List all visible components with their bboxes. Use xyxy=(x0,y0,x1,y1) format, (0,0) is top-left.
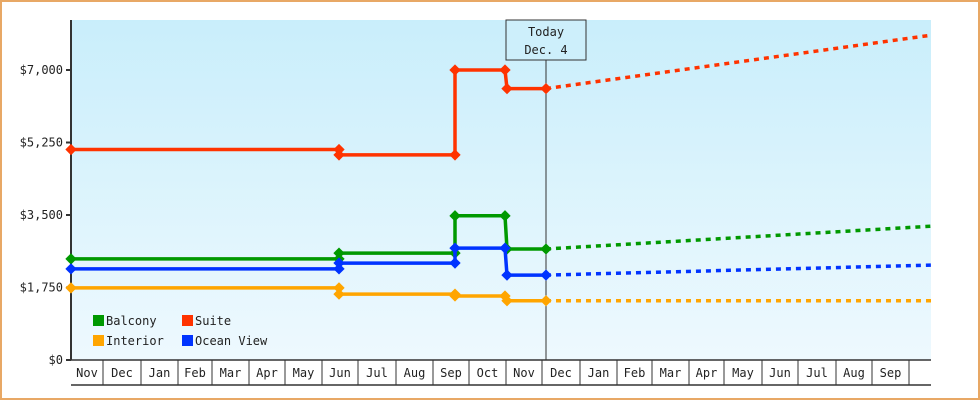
x-month-label: Jun xyxy=(329,366,351,380)
legend-item-ocean-view[interactable]: Ocean View xyxy=(182,334,268,348)
series-interior xyxy=(65,282,931,307)
x-month-label: Feb xyxy=(624,366,646,380)
legend: Balcony Suite Interior Ocean View xyxy=(93,314,268,348)
legend-swatch-icon xyxy=(182,335,193,346)
x-month-label: Mar xyxy=(220,366,242,380)
today-annotation: Today Dec. 4 xyxy=(505,19,587,360)
legend-item-suite[interactable]: Suite xyxy=(182,314,231,328)
series-suite xyxy=(65,33,932,161)
data-point-marker[interactable] xyxy=(449,257,461,269)
projection-line xyxy=(545,224,932,251)
x-month-label: Feb xyxy=(184,366,206,380)
today-date: Dec. 4 xyxy=(524,43,567,57)
x-axis: Nov Dec Jan Feb Mar Apr May Jun Jul Aug Sep Oct Nov D… xyxy=(71,359,931,386)
x-month-label: Dec xyxy=(111,366,133,380)
plot-background xyxy=(71,20,931,360)
data-point-marker[interactable] xyxy=(333,247,345,259)
y-tick-label: $3,500 xyxy=(20,208,63,222)
data-point-marker[interactable] xyxy=(333,257,345,269)
legend-label: Balcony xyxy=(106,314,157,328)
series-lines xyxy=(65,33,932,307)
y-tick-label: $7,000 xyxy=(20,63,63,77)
data-point-marker[interactable] xyxy=(449,242,461,254)
projection-line xyxy=(545,33,932,91)
x-month-label: Jul xyxy=(366,366,388,380)
x-month-label: May xyxy=(732,366,754,380)
x-month-label: Jun xyxy=(769,366,791,380)
today-box xyxy=(505,19,587,61)
data-point-marker[interactable] xyxy=(449,149,461,161)
x-month-label: Jan xyxy=(149,366,171,380)
y-tick-label: $0 xyxy=(49,353,63,367)
x-month-label: Apr xyxy=(256,366,278,380)
x-month-label: Dec xyxy=(550,366,572,380)
x-month-label: Aug xyxy=(843,366,865,380)
data-point-marker[interactable] xyxy=(540,295,552,307)
data-point-marker[interactable] xyxy=(540,269,552,281)
x-month-label: Apr xyxy=(696,366,718,380)
legend-item-interior[interactable]: Interior xyxy=(93,334,164,348)
x-month-label: Jul xyxy=(806,366,828,380)
x-month-label: Mar xyxy=(660,366,682,380)
x-month-label: May xyxy=(293,366,315,380)
data-point-marker[interactable] xyxy=(499,242,511,254)
y-axis: $0 $1,750 $3,500 $5,250 $7,000 xyxy=(20,20,72,367)
legend-label: Suite xyxy=(195,314,231,328)
legend-swatch-icon xyxy=(182,315,193,326)
x-month-label: Sep xyxy=(880,366,902,380)
legend-swatch-icon xyxy=(93,335,104,346)
x-month-label: Aug xyxy=(404,366,426,380)
legend-label: Ocean View xyxy=(195,334,268,348)
data-point-marker[interactable] xyxy=(449,210,461,222)
x-month-label: Oct xyxy=(477,366,499,380)
x-month-label: Nov xyxy=(513,366,535,380)
data-point-marker[interactable] xyxy=(333,263,345,275)
data-point-marker[interactable] xyxy=(501,269,513,281)
legend-item-balcony[interactable]: Balcony xyxy=(93,314,157,328)
data-point-marker[interactable] xyxy=(449,290,461,302)
legend-label: Interior xyxy=(106,334,164,348)
legend-swatch-icon xyxy=(93,315,104,326)
x-month-label: Nov xyxy=(76,366,98,380)
x-month-label: Jan xyxy=(588,366,610,380)
x-month-label: Sep xyxy=(440,366,462,380)
y-tick-label: $1,750 xyxy=(20,281,63,295)
projection-line xyxy=(545,263,932,277)
data-point-marker[interactable] xyxy=(333,149,345,161)
today-label: Today xyxy=(528,25,564,39)
data-point-marker[interactable] xyxy=(333,288,345,300)
data-point-marker[interactable] xyxy=(333,282,345,294)
data-point-marker[interactable] xyxy=(499,210,511,222)
y-tick-label: $5,250 xyxy=(20,136,63,150)
data-point-marker[interactable] xyxy=(501,295,513,307)
data-point-marker[interactable] xyxy=(540,243,552,255)
